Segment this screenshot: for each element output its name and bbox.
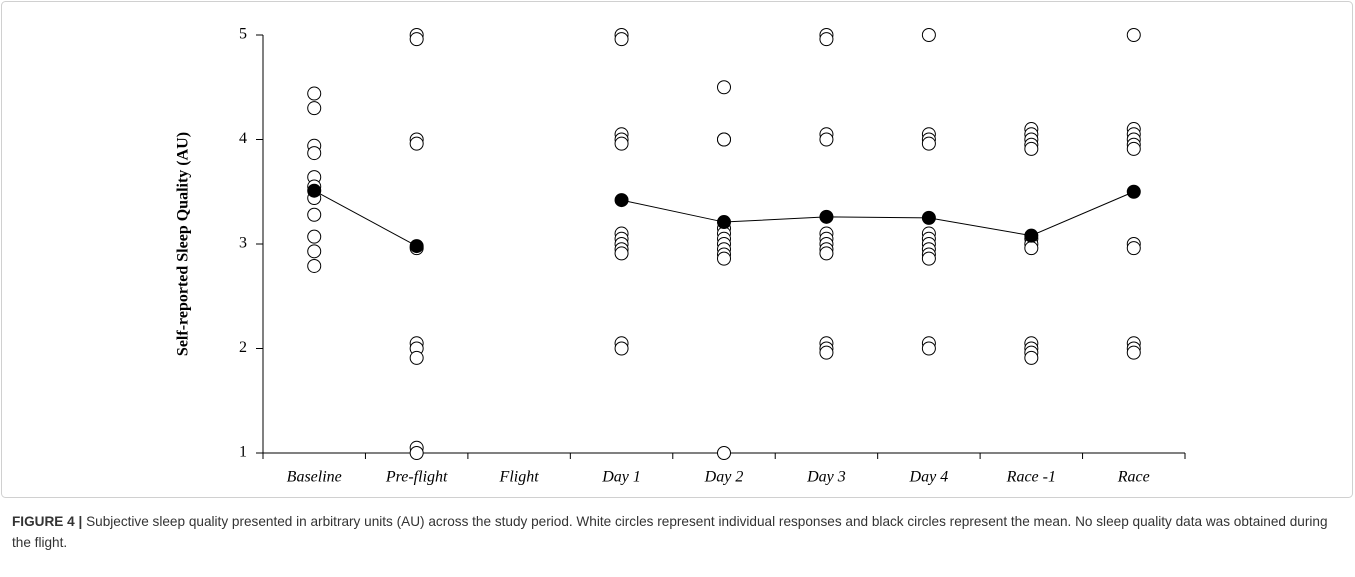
- individual-point: [717, 251, 731, 266]
- individual-point: [1024, 241, 1039, 256]
- mean-line: [313, 190, 1134, 247]
- individual-point: [307, 244, 322, 259]
- mean-point: [614, 193, 629, 208]
- individual-point: [409, 446, 424, 460]
- individual-point: [307, 146, 322, 161]
- individual-point: [819, 132, 834, 147]
- individual-point: [1126, 241, 1141, 256]
- individual-point: [307, 86, 322, 101]
- individual-point: [307, 229, 322, 244]
- mean-point: [921, 210, 936, 225]
- chart: Self-reported Sleep Quality (AU) 1 2 3 4 5 Ba…: [1, 1, 1353, 498]
- mean-point: [717, 215, 731, 230]
- individual-point: [1024, 350, 1039, 365]
- x-tick-label: Day 2: [704, 469, 744, 486]
- mean-point: [409, 239, 424, 254]
- individual-point: [921, 28, 936, 42]
- figure-frame: [1, 1, 1353, 498]
- x-tick-label: Day 4: [909, 469, 949, 486]
- individual-point: [307, 207, 322, 222]
- individual-point: [819, 246, 834, 261]
- caption: FIGURE 4 | Subjective sleep quality pres…: [12, 512, 1342, 553]
- x-tick-label: Race: [1117, 469, 1150, 486]
- individual-point: [1126, 345, 1141, 360]
- individual-point: [717, 132, 731, 147]
- mean-point: [1126, 184, 1141, 199]
- individual-point: [307, 258, 322, 273]
- individual-point: [819, 32, 834, 47]
- individual-point: [614, 136, 629, 151]
- individual-point: [1126, 141, 1141, 156]
- individual-point: [409, 136, 424, 151]
- individual-point: [307, 101, 322, 116]
- x-tick-label: Pre-flight: [385, 469, 448, 486]
- individual-point: [614, 32, 629, 47]
- y-axis-label: Self-reported Sleep Quality (AU): [175, 132, 192, 356]
- individual-point: [921, 341, 936, 356]
- x-tick-label: Day 1: [601, 469, 641, 486]
- y-tick-label: 3: [239, 235, 247, 252]
- mean-point: [819, 209, 834, 224]
- x-tick-label: Flight: [499, 469, 540, 486]
- individual-point: [614, 341, 629, 356]
- y-tick-label: 2: [239, 339, 247, 356]
- y-tick-label: 5: [239, 26, 247, 43]
- individual-point: [921, 251, 936, 266]
- individual-point: [409, 350, 424, 365]
- individual-point: [1024, 141, 1039, 156]
- mean-point: [1024, 228, 1039, 243]
- individual-point: [921, 136, 936, 151]
- individual-point: [1126, 28, 1141, 42]
- x-tick-label: Day 3: [806, 469, 846, 486]
- x-tick-label: Baseline: [287, 469, 342, 486]
- caption-text: Subjective sleep quality presented in ar…: [12, 514, 1328, 550]
- y-tick-label: 1: [239, 444, 247, 461]
- mean-point: [307, 183, 322, 198]
- individual-point: [717, 80, 731, 95]
- y-tick-label: 4: [239, 130, 247, 147]
- individual-point: [614, 246, 629, 261]
- x-tick-label: Race -1: [1006, 469, 1056, 486]
- individual-point: [819, 345, 834, 360]
- individual-point: [717, 446, 731, 460]
- individual-point: [409, 32, 424, 47]
- caption-label: FIGURE 4 |: [12, 514, 83, 529]
